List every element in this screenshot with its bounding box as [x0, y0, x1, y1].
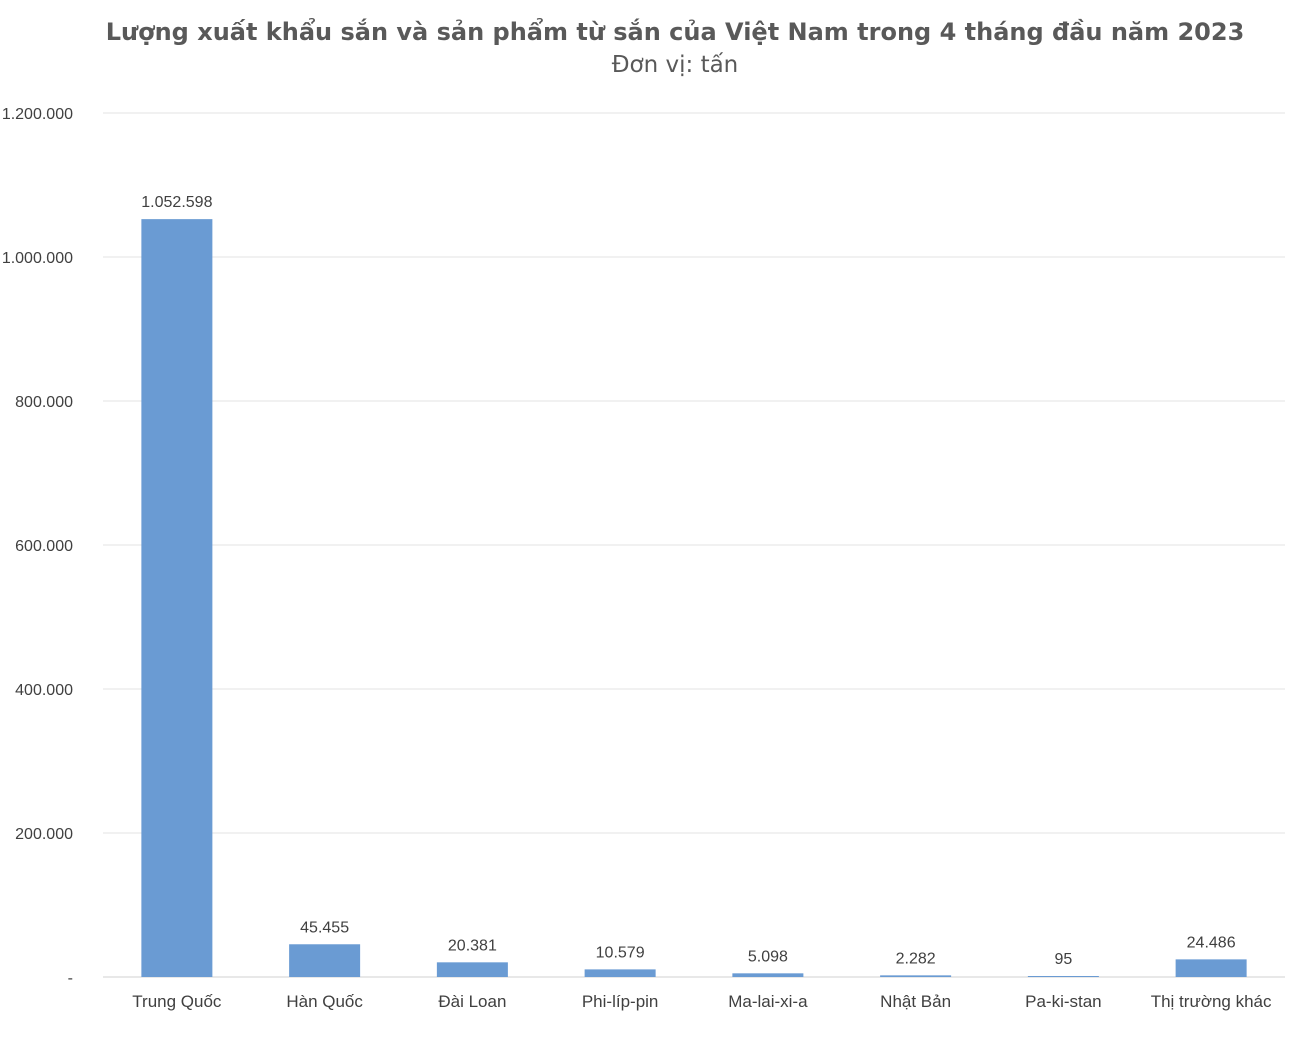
data-label: 2.282 — [896, 950, 936, 967]
y-tick-label: 200.000 — [15, 826, 73, 843]
y-tick-label: 600.000 — [15, 538, 73, 555]
bar — [1175, 959, 1247, 977]
bar — [436, 962, 508, 977]
category-label: Phi-líp-pin — [582, 992, 659, 1011]
data-label: 20.381 — [448, 937, 497, 954]
category-label: Hàn Quốc — [286, 992, 363, 1011]
bar — [141, 219, 213, 977]
y-tick-label: 1.000.000 — [2, 250, 73, 267]
y-tick-label: 1.200.000 — [2, 106, 73, 123]
bar — [1027, 976, 1099, 977]
data-label: 1.052.598 — [141, 194, 212, 211]
category-label: Thị trường khác — [1151, 992, 1272, 1011]
data-label: 10.579 — [596, 944, 645, 961]
data-label: 24.486 — [1187, 934, 1236, 951]
bar — [289, 944, 361, 977]
title-block: Lượng xuất khẩu sắn và sản phẩm từ sắn c… — [0, 18, 1298, 78]
data-labels: 1.052.598 45.455 20.381 10.579 5.098 2.282 95 2… — [141, 194, 1235, 968]
category-label: Trung Quốc — [132, 992, 222, 1011]
bar — [880, 975, 952, 977]
data-label: 5.098 — [748, 948, 788, 965]
chart-title: Lượng xuất khẩu sắn và sản phẩm từ sắn c… — [105, 18, 1245, 46]
category-label: Pa-ki-stan — [1025, 992, 1102, 1011]
bar — [732, 973, 804, 977]
bar — [584, 969, 656, 977]
category-label: Nhật Bản — [880, 992, 951, 1011]
y-tick-label: - — [68, 970, 73, 987]
chart-subtitle: Đơn vị: tấn — [611, 52, 739, 78]
gridlines — [103, 112, 1285, 978]
category-label: Đài Loan — [438, 992, 506, 1011]
data-label: 95 — [1054, 951, 1072, 968]
bars — [141, 219, 1247, 977]
x-axis-labels: Trung Quốc Hàn Quốc Đài Loan Phi-líp-pin Ma-… — [132, 992, 1272, 1011]
y-tick-label: 400.000 — [15, 682, 73, 699]
data-label: 45.455 — [300, 919, 349, 936]
category-label: Ma-lai-xi-a — [728, 992, 808, 1011]
y-tick-label: 800.000 — [15, 394, 73, 411]
y-axis-ticks: - 200.000 400.000 600.000 800.000 1.000.000 1.… — [2, 106, 73, 987]
